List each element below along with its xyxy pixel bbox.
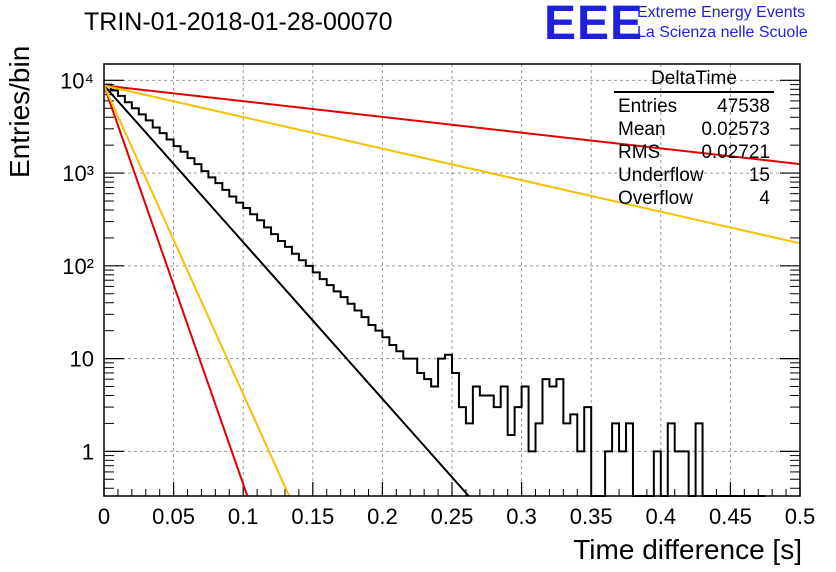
stats-value: 47538 [717,96,770,117]
stats-box: DeltaTime Entries 47538 Mean 0.02573 RMS… [610,68,778,210]
stats-row-entries: Entries 47538 [610,95,778,118]
chart-title: TRIN-01-2018-01-28-00070 [84,8,393,36]
x-tick-label: 0.3 [506,504,537,529]
logo-line-2: La Scienza nelle Scuole [637,24,808,41]
x-tick-label: 0.15 [291,504,334,529]
x-tick-label: 0.1 [228,504,259,529]
logo-mark: EEE [544,0,644,50]
histogram-outline [104,83,766,497]
x-axis-label: Time difference [s] [573,534,802,565]
plot-frame [103,63,801,497]
y-tick-label: 1 [82,439,94,464]
stats-label: RMS [618,142,661,163]
stats-row-rms: RMS 0.02721 [610,141,778,164]
stats-row-underflow: Underflow 15 [610,164,778,187]
x-tick-label: 0.05 [152,504,195,529]
stats-label: Mean [618,119,666,140]
stats-value: 0.02573 [701,119,770,140]
fit-line [103,84,470,497]
y-tick-label: 10³ [62,161,94,186]
stats-value: 4 [759,188,770,209]
stats-label: Overflow [618,188,693,209]
x-tick-label: 0.4 [646,504,677,529]
stats-label: Underflow [618,165,704,186]
x-tick-label: 0.45 [709,504,752,529]
stats-value: 15 [748,165,770,186]
y-tick-label: 10⁴ [60,68,94,93]
x-tick-label: 0.25 [431,504,474,529]
x-tick-label: 0.5 [785,504,816,529]
y-tick-label: 10 [70,347,94,372]
logo-line-1: Extreme Energy Events [637,4,806,21]
fit-line [103,85,291,497]
fit-line [103,84,801,166]
fit-line [103,85,249,497]
y-axis-label: Entries/bin [4,45,35,178]
y-tick-label: 10² [62,254,94,279]
x-tick-label: 0 [98,504,110,529]
stats-title: DeltaTime [614,68,774,93]
x-tick-label: 0.2 [367,504,398,529]
fit-line [103,84,801,245]
stats-value: 0.02721 [701,142,770,163]
stats-row-overflow: Overflow 4 [610,187,778,210]
stats-row-mean: Mean 0.02573 [610,118,778,141]
stats-label: Entries [618,96,678,117]
x-tick-label: 0.35 [570,504,613,529]
